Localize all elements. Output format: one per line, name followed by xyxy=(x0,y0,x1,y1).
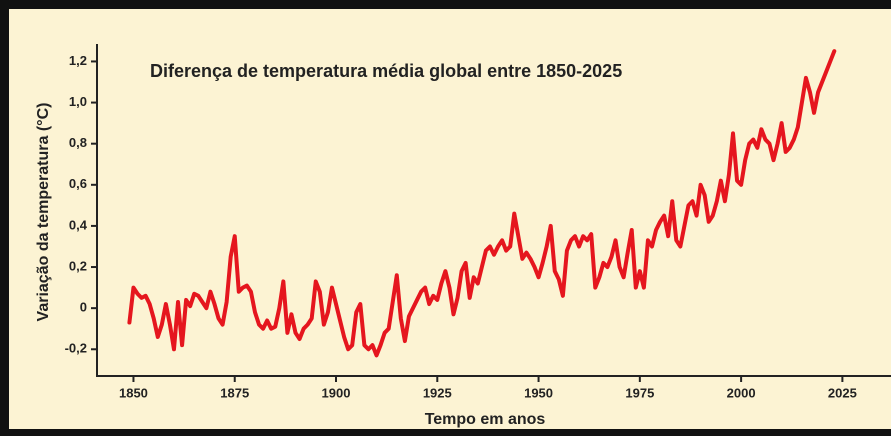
x-tick-label: 2000 xyxy=(727,385,756,400)
y-tick-label: 1,2 xyxy=(69,53,87,68)
y-tick-label: 0,8 xyxy=(69,135,87,150)
y-tick-label: 1,0 xyxy=(69,94,87,109)
chart-title: Diferença de temperatura média global en… xyxy=(150,61,622,81)
data-line xyxy=(127,49,837,358)
x-tick-label: 1850 xyxy=(119,385,148,400)
x-tick-label: 1975 xyxy=(625,385,654,400)
y-tick-label: 0,2 xyxy=(69,258,87,273)
x-tick-label: 1925 xyxy=(423,385,452,400)
y-tick-label: -0,2 xyxy=(65,341,87,356)
x-axis-label: Tempo em anos xyxy=(425,411,546,428)
background xyxy=(9,9,891,429)
x-tick-label: 1875 xyxy=(220,385,249,400)
x-tick-label: 2025 xyxy=(828,385,857,400)
y-tick-label: 0 xyxy=(80,300,87,315)
y-tick-label: 0,4 xyxy=(69,217,88,232)
y-tick-label: 0,6 xyxy=(69,176,87,191)
y-axis-label: Variação da temperatura (°C) xyxy=(35,103,52,322)
x-tick-label: 1950 xyxy=(524,385,553,400)
x-tick-label: 1900 xyxy=(322,385,351,400)
